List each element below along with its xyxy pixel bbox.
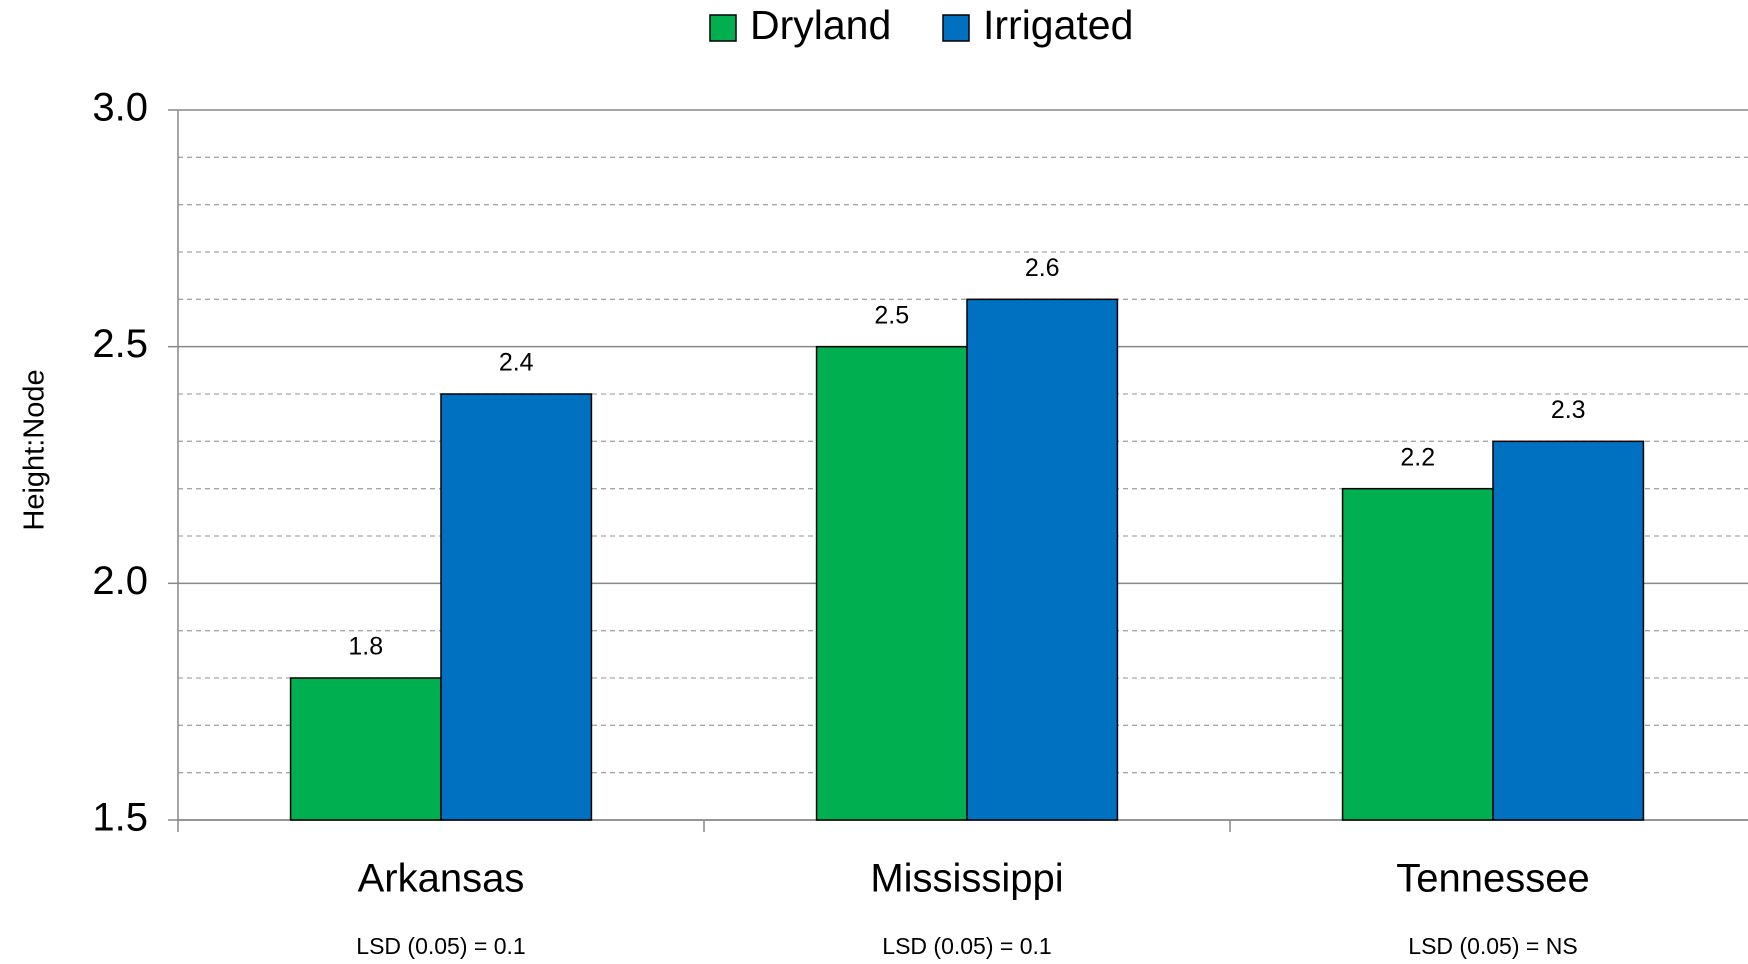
bar (1492, 440, 1645, 821)
annotation: LSD (0.05) = NS (1408, 933, 1577, 959)
x-tick-label: Arkansas (358, 857, 525, 901)
legend-label: Dryland (750, 2, 891, 48)
bar (440, 393, 593, 821)
annotation: LSD (0.05) = 0.1 (356, 933, 525, 959)
y-axis-label: Height:Node (19, 369, 51, 530)
data-label: 2.3 (1551, 396, 1586, 424)
y-tick-label: 1.5 (92, 796, 148, 840)
y-tick-label: 2.5 (92, 322, 148, 366)
y-tick-label: 3.0 (92, 86, 148, 130)
legend-swatch (942, 14, 970, 42)
legend-swatch (709, 14, 737, 42)
bar (289, 677, 442, 821)
data-label: 2.2 (1400, 443, 1435, 471)
bar (1341, 487, 1494, 821)
bar (966, 298, 1119, 821)
y-tick-label: 2.0 (92, 559, 148, 603)
data-label: 1.8 (348, 633, 383, 661)
data-label: 2.6 (1025, 254, 1060, 282)
bar (815, 345, 968, 821)
x-tick-label: Mississippi (870, 857, 1063, 901)
legend-label: Irrigated (983, 2, 1133, 48)
data-label: 2.4 (499, 349, 534, 377)
x-tick-label: Tennessee (1396, 857, 1589, 901)
annotation: LSD (0.05) = 0.1 (882, 933, 1051, 959)
data-label: 2.5 (874, 301, 909, 329)
